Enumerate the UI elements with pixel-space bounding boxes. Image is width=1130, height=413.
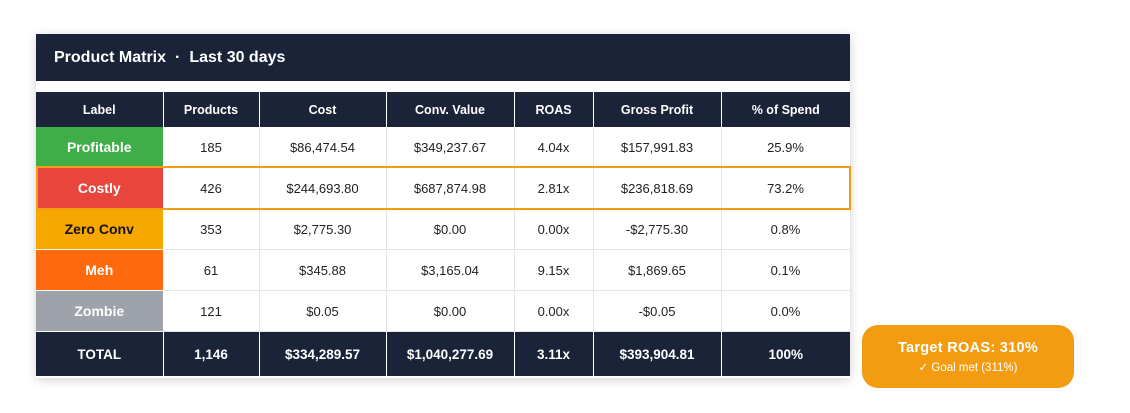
total-conv-value: $1,040,277.69: [386, 331, 515, 376]
cell-gross-profit: -$0.05: [593, 290, 722, 332]
column-header-pct-spend[interactable]: % of Spend: [721, 92, 850, 127]
product-matrix-card: Product Matrix · Last 30 days Label Prod…: [36, 34, 851, 378]
cell-cost: $86,474.54: [259, 127, 387, 168]
cell-pct-spend: 0.0%: [721, 290, 851, 332]
total-pct-spend: 100%: [721, 331, 850, 376]
cell-pct-spend: 25.9%: [721, 127, 851, 168]
row-label-badge: Zero Conv: [36, 208, 164, 250]
cell-cost: $345.88: [259, 249, 387, 291]
cell-pct-spend: 73.2%: [721, 167, 851, 209]
cell-cost: $2,775.30: [259, 208, 387, 250]
table-row[interactable]: Meh 61 $345.88 $3,165.04 9.15x $1,869.65…: [36, 249, 851, 291]
cell-roas: 0.00x: [514, 290, 594, 332]
target-roas-callout: Target ROAS: 310% ✓ Goal met (311%): [862, 325, 1074, 388]
cell-conv-value: $0.00: [386, 290, 515, 332]
cell-cost: $244,693.80: [259, 167, 387, 209]
cell-gross-profit: -$2,775.30: [593, 208, 722, 250]
table-row[interactable]: Costly 426 $244,693.80 $687,874.98 2.81x…: [36, 167, 851, 209]
cell-cost: $0.05: [259, 290, 387, 332]
row-label-badge: Profitable: [36, 127, 164, 168]
table-header-row: Label Products Cost Conv. Value ROAS Gro…: [36, 92, 850, 127]
cell-conv-value: $687,874.98: [386, 167, 515, 209]
total-products: 1,146: [163, 331, 260, 376]
table-row[interactable]: Profitable 185 $86,474.54 $349,237.67 4.…: [36, 127, 851, 168]
column-header-cost[interactable]: Cost: [259, 92, 387, 127]
title-separator: ·: [175, 48, 181, 66]
row-label-badge: Meh: [36, 249, 164, 291]
column-header-label[interactable]: Label: [36, 92, 164, 127]
cell-pct-spend: 0.8%: [721, 208, 851, 250]
column-header-roas[interactable]: ROAS: [514, 92, 594, 127]
cell-products: 121: [163, 290, 260, 332]
goal-status: ✓ Goal met (311%): [918, 361, 1018, 374]
row-label-badge: Costly: [36, 167, 164, 209]
total-gross-profit: $393,904.81: [593, 331, 722, 376]
cell-gross-profit: $157,991.83: [593, 127, 722, 168]
card-title: Product Matrix: [54, 48, 167, 66]
cell-products: 185: [163, 127, 260, 168]
row-label-badge: Zombie: [36, 290, 164, 332]
cell-gross-profit: $236,818.69: [593, 167, 722, 209]
cell-conv-value: $349,237.67: [386, 127, 515, 168]
total-label: TOTAL: [36, 331, 164, 376]
cell-products: 61: [163, 249, 260, 291]
cell-roas: 9.15x: [514, 249, 594, 291]
cell-products: 426: [163, 167, 260, 209]
cell-roas: 4.04x: [514, 127, 594, 168]
cell-products: 353: [163, 208, 260, 250]
cell-pct-spend: 0.1%: [721, 249, 851, 291]
product-matrix-table: Label Products Cost Conv. Value ROAS Gro…: [36, 92, 851, 376]
table-row[interactable]: Zero Conv 353 $2,775.30 $0.00 0.00x -$2,…: [36, 208, 851, 250]
cell-conv-value: $3,165.04: [386, 249, 515, 291]
total-roas: 3.11x: [514, 331, 594, 376]
target-roas-title: Target ROAS: 310%: [897, 339, 1039, 356]
column-header-gross-profit[interactable]: Gross Profit: [593, 92, 722, 127]
date-range: Last 30 days: [189, 48, 286, 66]
column-header-products[interactable]: Products: [163, 92, 260, 127]
cell-conv-value: $0.00: [386, 208, 515, 250]
cell-gross-profit: $1,869.65: [593, 249, 722, 291]
cell-roas: 0.00x: [514, 208, 594, 250]
total-cost: $334,289.57: [259, 331, 387, 376]
cell-roas: 2.81x: [514, 167, 594, 209]
column-header-conv-value[interactable]: Conv. Value: [386, 92, 515, 127]
total-row: TOTAL 1,146 $334,289.57 $1,040,277.69 3.…: [36, 331, 850, 376]
table-row[interactable]: Zombie 121 $0.05 $0.00 0.00x -$0.05 0.0%: [36, 290, 851, 332]
card-header: Product Matrix · Last 30 days: [36, 34, 850, 81]
